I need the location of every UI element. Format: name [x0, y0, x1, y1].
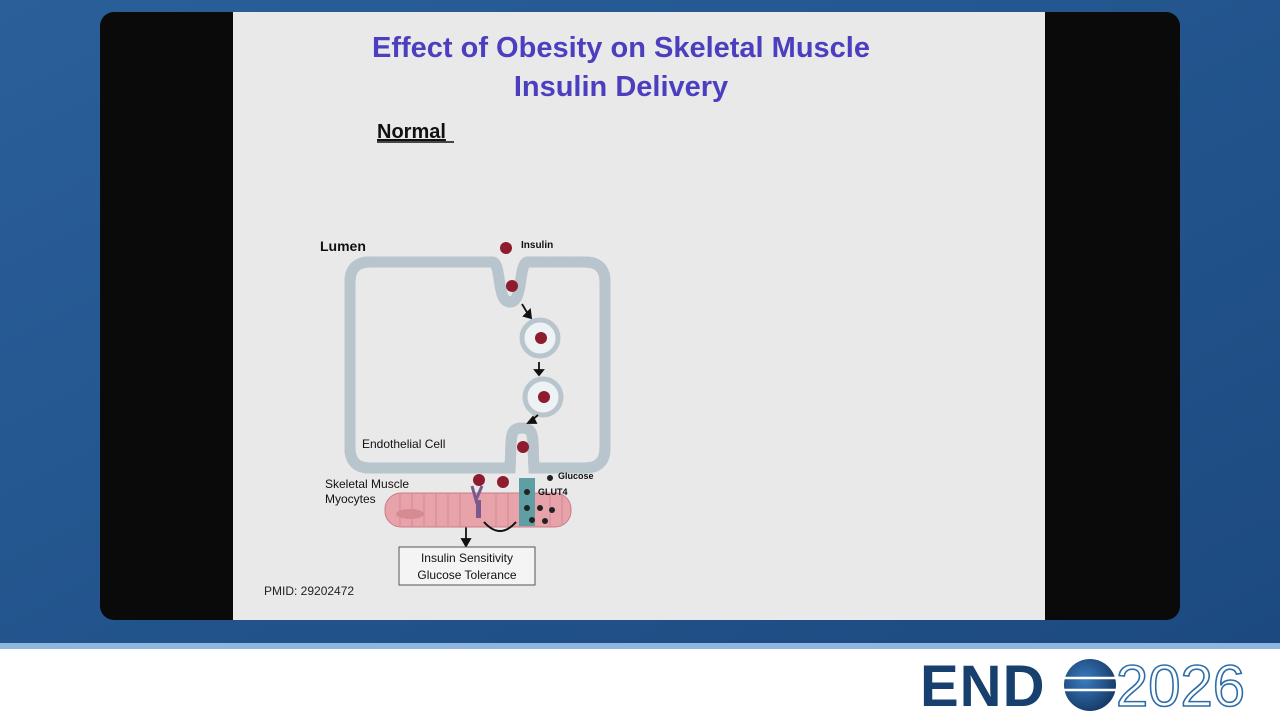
outcome-label: Glucose Tolerance — [417, 568, 516, 582]
insulin-molecules — [473, 242, 550, 488]
subtitle: Normal — [377, 121, 446, 143]
glut4-label: GLUT4 — [538, 487, 568, 497]
endothelial-label: Endothelial Cell — [362, 437, 445, 451]
slide-title: Insulin Delivery — [514, 71, 728, 103]
citation: PMID: 29202472 — [264, 584, 354, 598]
outcome-label: Insulin Sensitivity — [421, 551, 513, 565]
outcome-box — [398, 546, 536, 586]
lumen-label: Lumen — [320, 238, 366, 254]
myocyte — [384, 475, 572, 532]
divider — [0, 643, 1280, 649]
slide-title: Effect of Obesity on Skeletal Muscle — [372, 32, 870, 64]
glucose-label: Glucose — [558, 471, 594, 481]
slide — [233, 12, 1045, 620]
logo-text: END — [920, 654, 1045, 719]
logo-year: 2026 — [1116, 654, 1245, 719]
endothelial-cell — [344, 256, 611, 474]
arrows — [460, 303, 545, 548]
logo-globe — [1064, 659, 1116, 711]
muscle-label: Skeletal Muscle — [325, 477, 409, 491]
muscle-label: Myocytes — [325, 492, 376, 506]
insulin-label: Insulin — [521, 240, 553, 251]
